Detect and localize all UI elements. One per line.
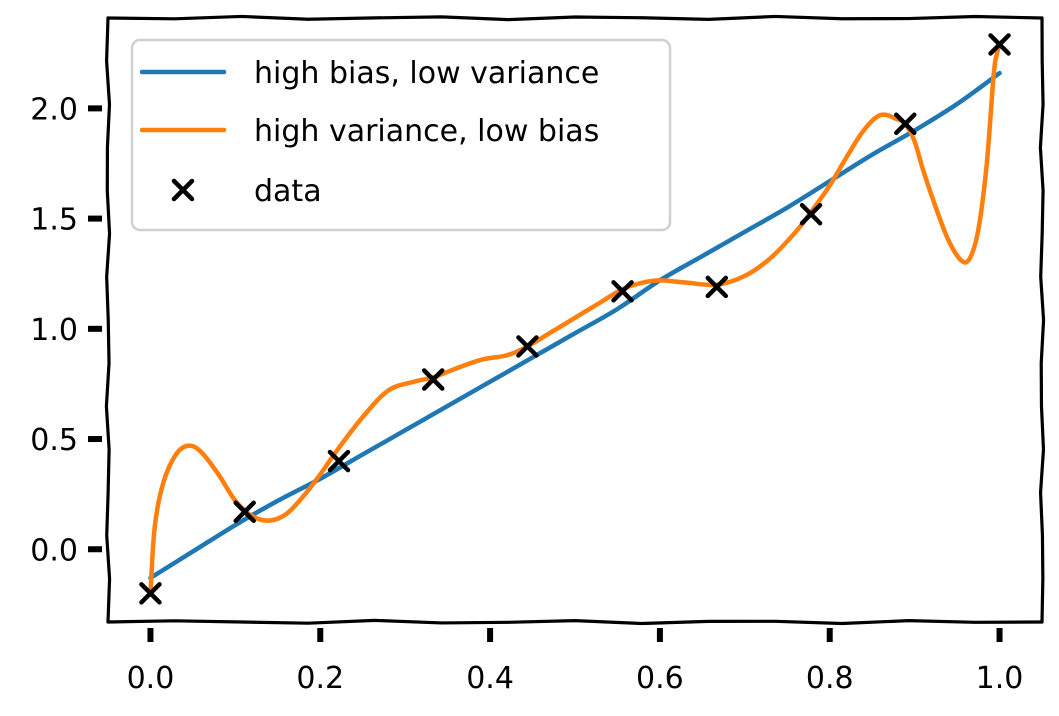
axes-frame [104, 14, 1046, 626]
axis-spine-top [106, 14, 1044, 22]
axis-spine-bottom [106, 618, 1044, 626]
data-point [799, 202, 823, 226]
legend-label: high bias, low variance [254, 56, 599, 91]
legend-label: high variance, low bias [254, 114, 599, 149]
legend-item: high bias, low variance [139, 56, 599, 91]
legend-label: data [254, 174, 322, 209]
x-axis: 0.0 0.2 0.4 0.6 0.8 1.0 [127, 628, 1024, 696]
x-tick-label: 0.2 [296, 661, 344, 696]
x-tick-label: 1.0 [976, 661, 1024, 696]
data-point [233, 500, 256, 524]
axis-spine-left [104, 16, 112, 624]
axis-spine-right [1038, 16, 1046, 624]
data-point [611, 280, 634, 303]
y-tick-label: 2.0 [30, 92, 78, 127]
data-point [705, 275, 729, 299]
legend: high bias, low variance high variance, lo… [130, 38, 672, 232]
legend-item: high variance, low bias [139, 114, 599, 149]
data-point [139, 582, 162, 605]
x-tick-label: 0.4 [466, 661, 514, 696]
y-axis: 0.0 0.5 1.0 1.5 2.0 [30, 92, 102, 568]
x-tick-label: 0.8 [806, 661, 854, 696]
data-point [421, 368, 445, 391]
y-tick-label: 1.0 [30, 313, 78, 348]
data-point [988, 33, 1011, 56]
legend-marker [171, 178, 195, 202]
data-point [894, 112, 917, 136]
y-tick-label: 0.5 [30, 423, 78, 458]
series-line-high-bias [148, 70, 1002, 581]
data-point [516, 335, 539, 358]
legend-item: data [171, 174, 322, 209]
data-point [327, 449, 351, 473]
x-tick-label: 0.0 [127, 661, 175, 696]
y-tick-label: 0.0 [30, 533, 78, 568]
legend-box [130, 38, 672, 232]
x-tick-label: 0.6 [636, 661, 684, 696]
y-tick-label: 1.5 [30, 203, 78, 238]
